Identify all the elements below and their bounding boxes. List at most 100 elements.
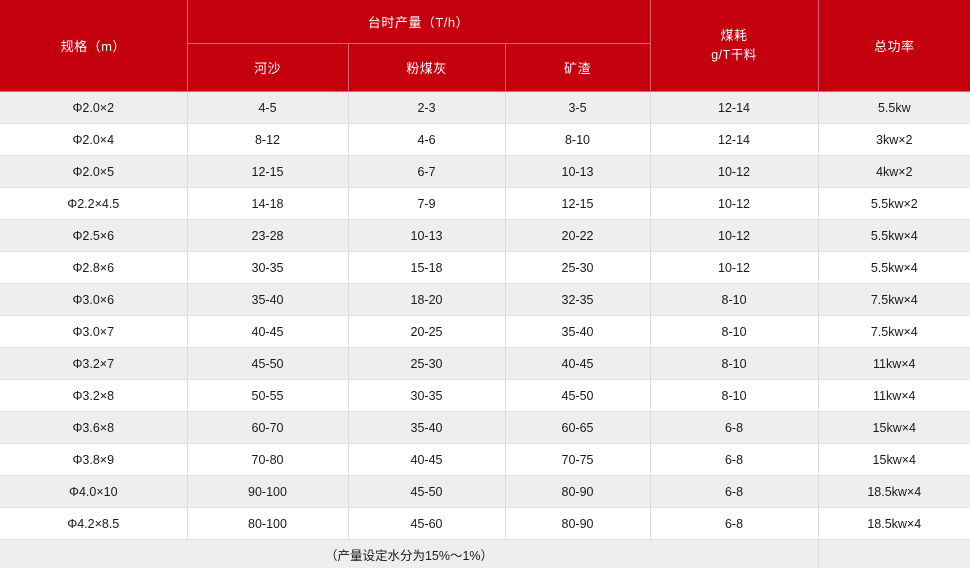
cell-slag: 70-75 bbox=[505, 444, 650, 476]
cell-coal: 10-12 bbox=[650, 188, 818, 220]
cell-spec: Φ2.2×4.5 bbox=[0, 188, 187, 220]
cell-river-sand: 12-15 bbox=[187, 156, 348, 188]
cell-spec: Φ2.8×6 bbox=[0, 252, 187, 284]
cell-river-sand: 23-28 bbox=[187, 220, 348, 252]
cell-slag: 25-30 bbox=[505, 252, 650, 284]
header-coal-title: 煤耗 bbox=[721, 26, 748, 46]
cell-coal: 8-10 bbox=[650, 380, 818, 412]
footnote-spacer-cell bbox=[818, 540, 970, 568]
cell-power: 7.5kw×4 bbox=[818, 284, 970, 316]
cell-spec: Φ2.0×5 bbox=[0, 156, 187, 188]
cell-fly-ash: 40-45 bbox=[348, 444, 505, 476]
cell-river-sand: 70-80 bbox=[187, 444, 348, 476]
cell-fly-ash: 45-50 bbox=[348, 476, 505, 508]
cell-river-sand: 40-45 bbox=[187, 316, 348, 348]
cell-coal: 12-14 bbox=[650, 92, 818, 124]
cell-fly-ash: 18-20 bbox=[348, 284, 505, 316]
cell-fly-ash: 20-25 bbox=[348, 316, 505, 348]
cell-fly-ash: 10-13 bbox=[348, 220, 505, 252]
cell-spec: Φ3.0×7 bbox=[0, 316, 187, 348]
cell-spec: Φ3.2×7 bbox=[0, 348, 187, 380]
cell-slag: 80-90 bbox=[505, 476, 650, 508]
cell-power: 3kw×2 bbox=[818, 124, 970, 156]
cell-fly-ash: 15-18 bbox=[348, 252, 505, 284]
cell-coal: 6-8 bbox=[650, 508, 818, 540]
table-header: 规格（m） 台时产量（T/h） 煤耗 g/T干料 总功率 河沙 粉煤灰 矿渣 bbox=[0, 0, 970, 92]
cell-coal: 8-10 bbox=[650, 316, 818, 348]
header-spec: 规格（m） bbox=[0, 0, 187, 92]
cell-slag: 32-35 bbox=[505, 284, 650, 316]
header-coal-unit: g/T干料 bbox=[711, 46, 757, 65]
cell-power: 15kw×4 bbox=[818, 412, 970, 444]
cell-spec: Φ2.0×4 bbox=[0, 124, 187, 156]
cell-fly-ash: 30-35 bbox=[348, 380, 505, 412]
header-river-sand: 河沙 bbox=[187, 44, 348, 92]
cell-power: 11kw×4 bbox=[818, 348, 970, 380]
cell-spec: Φ3.2×8 bbox=[0, 380, 187, 412]
cell-coal: 8-10 bbox=[650, 348, 818, 380]
cell-coal: 12-14 bbox=[650, 124, 818, 156]
cell-river-sand: 30-35 bbox=[187, 252, 348, 284]
cell-fly-ash: 25-30 bbox=[348, 348, 505, 380]
cell-coal: 8-10 bbox=[650, 284, 818, 316]
cell-power: 5.5kw bbox=[818, 92, 970, 124]
cell-fly-ash: 45-60 bbox=[348, 508, 505, 540]
cell-slag: 12-15 bbox=[505, 188, 650, 220]
cell-spec: Φ3.8×9 bbox=[0, 444, 187, 476]
cell-spec: Φ3.0×6 bbox=[0, 284, 187, 316]
cell-coal: 10-12 bbox=[650, 220, 818, 252]
cell-spec: Φ4.0×10 bbox=[0, 476, 187, 508]
cell-power: 7.5kw×4 bbox=[818, 316, 970, 348]
cell-power: 5.5kw×4 bbox=[818, 252, 970, 284]
cell-river-sand: 14-18 bbox=[187, 188, 348, 220]
cell-spec: Φ2.5×6 bbox=[0, 220, 187, 252]
cell-river-sand: 90-100 bbox=[187, 476, 348, 508]
cell-spec: Φ3.6×8 bbox=[0, 412, 187, 444]
cell-slag: 60-65 bbox=[505, 412, 650, 444]
cell-power: 5.5kw×2 bbox=[818, 188, 970, 220]
cell-river-sand: 50-55 bbox=[187, 380, 348, 412]
cell-slag: 20-22 bbox=[505, 220, 650, 252]
cell-slag: 8-10 bbox=[505, 124, 650, 156]
cell-coal: 6-8 bbox=[650, 412, 818, 444]
cell-spec: Φ4.2×8.5 bbox=[0, 508, 187, 540]
cell-slag: 40-45 bbox=[505, 348, 650, 380]
cell-fly-ash: 35-40 bbox=[348, 412, 505, 444]
cell-coal: 10-12 bbox=[650, 252, 818, 284]
cell-fly-ash: 6-7 bbox=[348, 156, 505, 188]
footnote-cell: （产量设定水分为15%～1%） bbox=[0, 540, 818, 568]
cell-power: 11kw×4 bbox=[818, 380, 970, 412]
cell-river-sand: 60-70 bbox=[187, 412, 348, 444]
cell-river-sand: 35-40 bbox=[187, 284, 348, 316]
cell-fly-ash: 2-3 bbox=[348, 92, 505, 124]
cell-river-sand: 4-5 bbox=[187, 92, 348, 124]
cell-power: 18.5kw×4 bbox=[818, 508, 970, 540]
cell-slag: 10-13 bbox=[505, 156, 650, 188]
cell-slag: 3-5 bbox=[505, 92, 650, 124]
cell-slag: 35-40 bbox=[505, 316, 650, 348]
cell-spec: Φ2.0×2 bbox=[0, 92, 187, 124]
header-slag: 矿渣 bbox=[505, 44, 650, 92]
cell-slag: 80-90 bbox=[505, 508, 650, 540]
cell-power: 5.5kw×4 bbox=[818, 220, 970, 252]
cell-slag: 45-50 bbox=[505, 380, 650, 412]
cell-fly-ash: 7-9 bbox=[348, 188, 505, 220]
header-capacity-group: 台时产量（T/h） bbox=[187, 0, 650, 44]
cell-fly-ash: 4-6 bbox=[348, 124, 505, 156]
header-total-power: 总功率 bbox=[818, 0, 970, 92]
